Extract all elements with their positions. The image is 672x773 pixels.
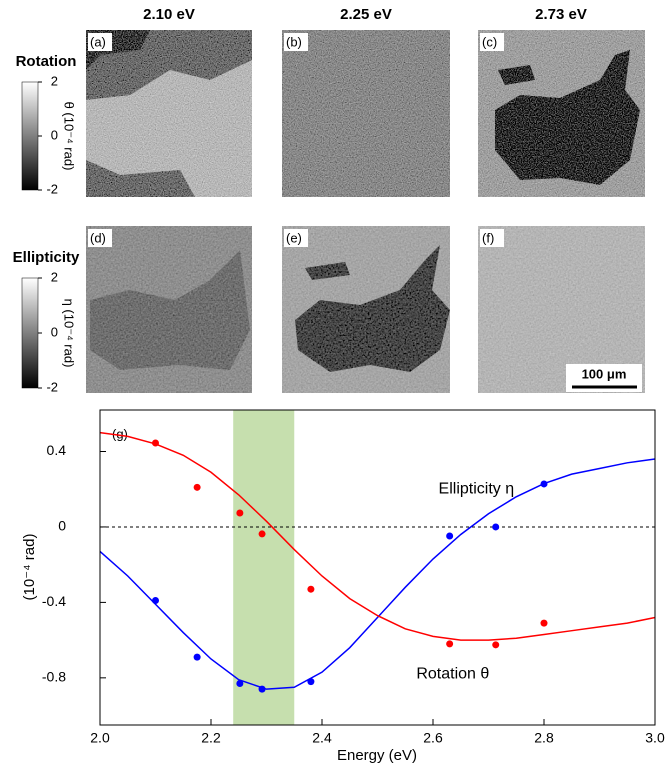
panel-d-image bbox=[86, 226, 252, 393]
data-point bbox=[492, 523, 499, 530]
colorbar-tick-label: -2 bbox=[46, 181, 58, 196]
data-point bbox=[194, 484, 201, 491]
x-tick-label: 2.6 bbox=[423, 730, 443, 746]
data-point bbox=[446, 533, 453, 540]
x-tick-label: 2.2 bbox=[201, 730, 221, 746]
colorbar-label: η (10⁻⁴ rad) bbox=[62, 299, 77, 368]
x-axis-label: Energy (eV) bbox=[337, 747, 417, 764]
panel-label: (c) bbox=[482, 34, 497, 49]
y-tick-label: -0.8 bbox=[42, 669, 66, 685]
column-title: 2.25 eV bbox=[340, 6, 392, 23]
row-label: Rotation bbox=[16, 53, 77, 70]
colorbar-tick-label: 0 bbox=[51, 324, 58, 339]
highlight-band bbox=[233, 410, 294, 725]
data-point bbox=[307, 586, 314, 593]
data-point bbox=[492, 641, 499, 648]
y-axis-label: (10⁻⁴ rad) bbox=[21, 534, 38, 601]
fit-curve bbox=[100, 459, 655, 689]
y-tick-label: 0 bbox=[58, 518, 66, 534]
series-label: Ellipticity η bbox=[439, 480, 515, 497]
colorbar bbox=[22, 278, 38, 388]
colorbar-tick-label: -2 bbox=[46, 379, 58, 394]
data-point bbox=[446, 640, 453, 647]
colorbar-label: θ (10⁻⁴ rad) bbox=[62, 102, 77, 171]
series-label: Rotation θ bbox=[416, 665, 489, 682]
data-point bbox=[152, 440, 159, 447]
x-tick-label: 2.8 bbox=[534, 730, 554, 746]
data-point bbox=[236, 680, 243, 687]
data-point bbox=[307, 678, 314, 685]
panel-label: (d) bbox=[90, 230, 106, 245]
colorbar-tick-label: 2 bbox=[51, 73, 58, 88]
data-point bbox=[152, 597, 159, 604]
scale-bar-label: 100 μm bbox=[582, 366, 627, 381]
figure: (g) Energy (eV) (10⁻⁴ rad) 2.10 eV2.25 e… bbox=[0, 0, 672, 773]
colorbar-tick-label: 0 bbox=[51, 127, 58, 142]
panel-a-image bbox=[86, 30, 252, 197]
data-point bbox=[259, 530, 266, 537]
panel-label: (f) bbox=[482, 230, 494, 245]
y-tick-label: 0.4 bbox=[47, 442, 67, 458]
plot-frame bbox=[100, 410, 655, 725]
colorbar bbox=[22, 82, 38, 190]
x-tick-label: 2.4 bbox=[312, 730, 332, 746]
data-point bbox=[259, 686, 266, 693]
colorbar-tick-label: 2 bbox=[51, 269, 58, 284]
column-title: 2.73 eV bbox=[535, 6, 587, 23]
data-point bbox=[541, 480, 548, 487]
x-tick-label: 2.0 bbox=[90, 730, 110, 746]
panel-b-image bbox=[282, 30, 450, 197]
x-tick-label: 3.0 bbox=[645, 730, 665, 746]
data-point bbox=[541, 620, 548, 627]
y-tick-label: -0.4 bbox=[42, 593, 66, 609]
panel-e-image bbox=[282, 226, 450, 393]
image-panels bbox=[22, 30, 645, 393]
panel-label: (e) bbox=[286, 230, 302, 245]
row-label: Ellipticity bbox=[13, 249, 80, 266]
data-point bbox=[194, 654, 201, 661]
column-title: 2.10 eV bbox=[143, 6, 195, 23]
panel-label: (b) bbox=[286, 34, 302, 49]
fit-curve bbox=[100, 433, 655, 640]
panel-c-image bbox=[478, 30, 645, 197]
panel-label: (a) bbox=[90, 34, 106, 49]
data-point bbox=[236, 509, 243, 516]
